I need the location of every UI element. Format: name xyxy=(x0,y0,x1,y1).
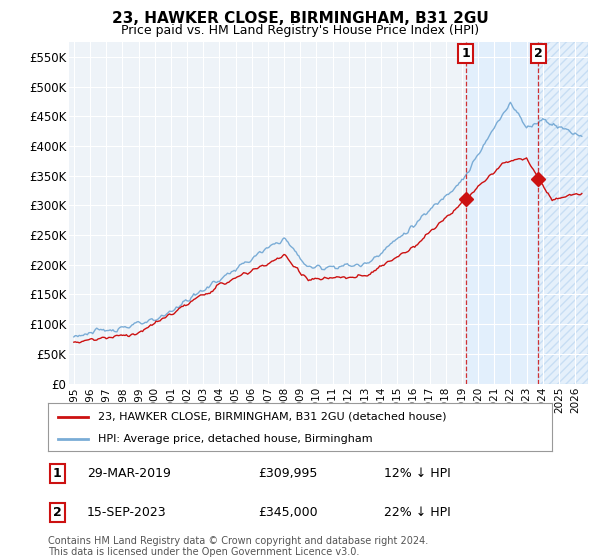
Text: 22% ↓ HPI: 22% ↓ HPI xyxy=(384,506,451,519)
Text: 29-MAR-2019: 29-MAR-2019 xyxy=(87,466,171,480)
Text: 1: 1 xyxy=(461,47,470,60)
Text: 2: 2 xyxy=(533,47,542,60)
Text: 2: 2 xyxy=(53,506,61,519)
Text: 23, HAWKER CLOSE, BIRMINGHAM, B31 2GU: 23, HAWKER CLOSE, BIRMINGHAM, B31 2GU xyxy=(112,11,488,26)
Text: HPI: Average price, detached house, Birmingham: HPI: Average price, detached house, Birm… xyxy=(98,434,373,444)
Text: 23, HAWKER CLOSE, BIRMINGHAM, B31 2GU (detached house): 23, HAWKER CLOSE, BIRMINGHAM, B31 2GU (d… xyxy=(98,412,447,422)
Text: Price paid vs. HM Land Registry's House Price Index (HPI): Price paid vs. HM Land Registry's House … xyxy=(121,24,479,36)
Text: 1: 1 xyxy=(53,466,61,480)
Text: Contains HM Land Registry data © Crown copyright and database right 2024.
This d: Contains HM Land Registry data © Crown c… xyxy=(48,535,428,557)
Bar xyxy=(466,42,538,384)
Text: 12% ↓ HPI: 12% ↓ HPI xyxy=(384,466,451,480)
Text: 15-SEP-2023: 15-SEP-2023 xyxy=(87,506,167,519)
Bar xyxy=(538,42,588,384)
Text: £309,995: £309,995 xyxy=(258,466,317,480)
Text: £345,000: £345,000 xyxy=(258,506,317,519)
